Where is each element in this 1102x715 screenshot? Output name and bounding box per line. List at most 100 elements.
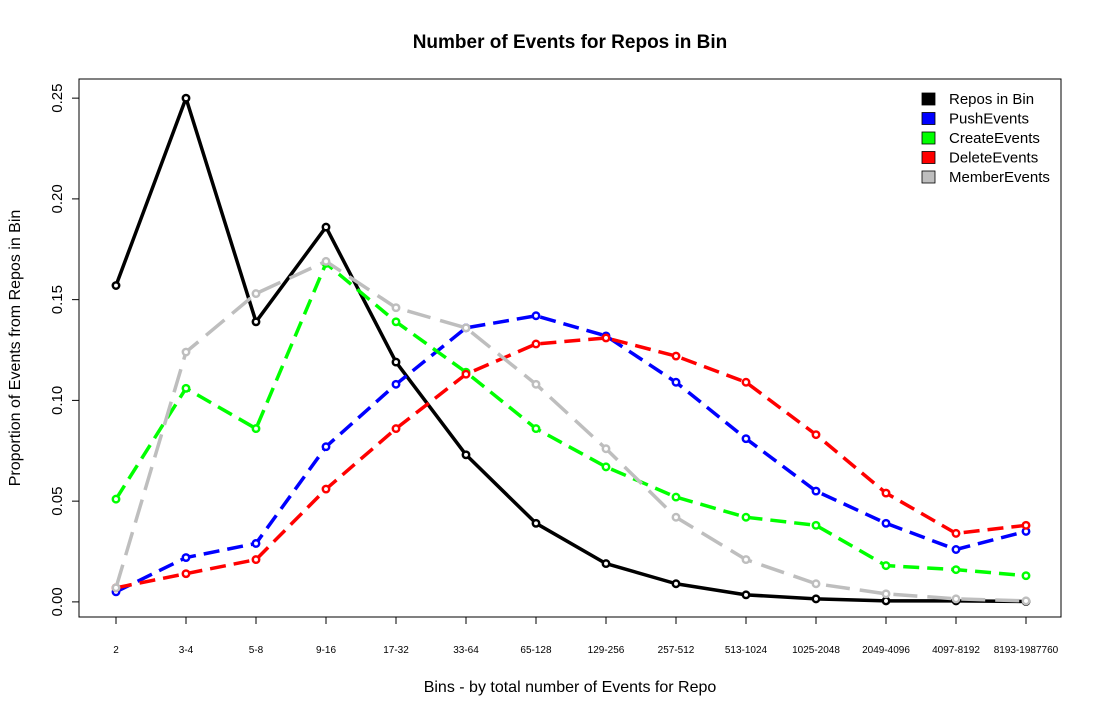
- x-tick-label: 257-512: [658, 645, 695, 656]
- data-point: [111, 583, 121, 593]
- legend-label: PushEvents: [949, 111, 1029, 128]
- data-point: [251, 424, 261, 434]
- data-point: [181, 553, 191, 563]
- data-point: [811, 594, 821, 604]
- series-repos-in-bin: [111, 93, 1031, 606]
- data-point: [461, 369, 471, 379]
- legend-label: Repos in Bin: [949, 91, 1034, 108]
- data-point: [391, 424, 401, 434]
- data-point: [671, 377, 681, 387]
- x-tick-label: 17-32: [383, 645, 409, 656]
- x-tick-label: 129-256: [588, 645, 625, 656]
- x-tick-label: 513-1024: [725, 645, 768, 656]
- data-point: [671, 512, 681, 522]
- data-point: [741, 555, 751, 565]
- data-point: [111, 494, 121, 504]
- data-point: [321, 256, 331, 266]
- x-tick-label: 4097-8192: [932, 645, 980, 656]
- data-point: [251, 555, 261, 565]
- y-tick-label: 0.20: [49, 184, 66, 213]
- x-tick-label: 1025-2048: [792, 645, 840, 656]
- data-point: [111, 281, 121, 290]
- data-point: [601, 559, 611, 569]
- data-point: [391, 379, 401, 389]
- data-point: [531, 311, 541, 321]
- legend-swatch: [921, 131, 936, 145]
- legend-swatch: [921, 170, 936, 184]
- x-axis: 2 3-4 5-8 9-16 17-32 33-64 65-128 129-256 257-51…: [113, 617, 1059, 656]
- data-point: [881, 589, 891, 599]
- legend-swatch: [921, 92, 936, 106]
- data-point: [391, 303, 401, 313]
- data-point: [321, 484, 331, 494]
- y-axis: 0.00 0.05 0.10 0.15 0.20 0.25: [49, 84, 79, 616]
- x-tick-label: 33-64: [453, 645, 479, 656]
- data-point: [671, 351, 681, 361]
- data-point: [251, 289, 261, 299]
- x-tick-label: 2049-4096: [862, 645, 910, 656]
- data-point: [251, 317, 261, 327]
- data-point: [461, 450, 471, 460]
- x-tick-label: 65-128: [520, 645, 552, 656]
- series-line: [114, 261, 1027, 578]
- series-deleteevents: [111, 333, 1031, 593]
- legend-label: DeleteEvents: [949, 150, 1038, 167]
- legend-label: CreateEvents: [949, 130, 1040, 147]
- series-line: [115, 336, 1027, 590]
- data-point: [601, 462, 611, 472]
- data-point: [251, 539, 261, 548]
- data-point: [601, 444, 611, 454]
- y-tick-label: 0.25: [49, 84, 66, 113]
- data-point: [181, 347, 191, 357]
- y-axis-label: Proportion of Events from Repos in Bin: [7, 210, 24, 487]
- data-point: [881, 596, 891, 606]
- data-point: [181, 569, 191, 579]
- series-line: [115, 314, 1027, 594]
- data-point: [461, 323, 471, 333]
- series-pushevents: [111, 311, 1031, 597]
- x-tick-label: 2: [113, 645, 119, 656]
- data-point: [1021, 520, 1031, 530]
- data-point: [671, 579, 681, 589]
- data-point: [951, 528, 961, 538]
- series-memberevents: [111, 256, 1031, 606]
- data-point: [811, 520, 821, 530]
- data-point: [1021, 596, 1031, 606]
- data-point: [811, 430, 821, 440]
- series-layer: [111, 93, 1031, 606]
- x-tick-label: 5-8: [249, 645, 264, 656]
- legend-swatch: [921, 112, 936, 125]
- data-point: [531, 339, 541, 349]
- data-point: [741, 434, 751, 444]
- data-point: [321, 442, 331, 452]
- data-point: [811, 579, 821, 589]
- x-axis-label: Bins - by total number of Events for Rep…: [424, 679, 717, 696]
- data-point: [391, 357, 401, 367]
- series-line: [114, 259, 1027, 603]
- data-point: [951, 594, 961, 604]
- data-point: [321, 222, 331, 232]
- chart-title: Number of Events for Repos in Bin: [413, 32, 728, 53]
- y-tick-label: 0.05: [49, 487, 66, 516]
- data-point: [881, 488, 891, 498]
- series-line: [114, 96, 1027, 604]
- data-point: [881, 561, 891, 571]
- legend-label: MemberEvents: [949, 169, 1050, 186]
- data-point: [741, 377, 751, 387]
- data-point: [951, 565, 961, 575]
- x-tick-label: 9-16: [316, 645, 336, 656]
- data-point: [951, 545, 961, 554]
- y-tick-label: 0.00: [49, 587, 66, 616]
- x-tick-label: 3-4: [179, 645, 194, 656]
- data-point: [741, 590, 751, 600]
- x-tick-label: 8193-1987760: [994, 645, 1059, 656]
- plot-frame: [78, 78, 1062, 618]
- data-point: [741, 512, 751, 522]
- data-point: [601, 333, 611, 343]
- y-tick-label: 0.15: [49, 285, 66, 314]
- y-tick-label: 0.10: [49, 386, 66, 415]
- data-point: [181, 383, 191, 393]
- data-point: [881, 518, 891, 528]
- data-point: [531, 379, 541, 389]
